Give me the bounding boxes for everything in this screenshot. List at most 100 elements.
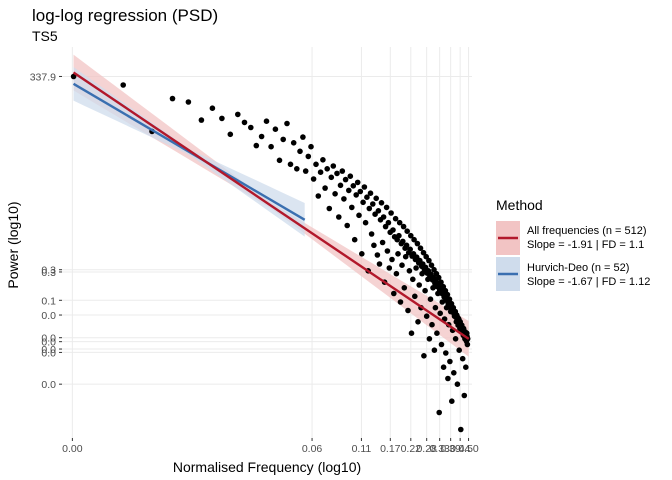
data-point [353, 192, 360, 198]
data-point [438, 279, 444, 286]
data-point [427, 296, 434, 303]
data-point [263, 118, 270, 124]
data-point [346, 187, 352, 194]
data-point [405, 307, 411, 314]
data-point [198, 117, 205, 123]
data-point [376, 261, 383, 267]
data-point [411, 236, 417, 243]
data-point [324, 166, 331, 172]
data-point [461, 392, 468, 399]
data-point [434, 330, 440, 337]
x-tick-label: 0.44 [450, 443, 471, 455]
data-point [339, 168, 346, 174]
data-point [420, 249, 427, 256]
data-point [258, 133, 265, 140]
data-point [456, 347, 463, 354]
data-point [423, 253, 430, 260]
data-point [421, 353, 427, 359]
data-point [444, 291, 451, 298]
x-tick-label: 0.06 [302, 443, 323, 455]
data-point [350, 183, 357, 189]
legend-label-line2: Slope = -1.91 | FD = 1.1 [527, 239, 644, 251]
y-tick-label: 0.0 [41, 333, 56, 345]
data-point [120, 82, 126, 88]
data-point [241, 119, 248, 126]
data-point [248, 124, 254, 131]
data-point [373, 195, 380, 202]
data-point [366, 205, 373, 212]
data-point [416, 282, 423, 288]
legend-label-line1: Hurvich-Deo (n = 52) [527, 262, 629, 274]
data-point [402, 253, 409, 260]
data-point [432, 304, 439, 311]
data-point [287, 161, 294, 168]
data-point [280, 136, 287, 143]
data-point [396, 232, 402, 239]
data-point [452, 336, 459, 342]
legend-item-all-frequencies: All frequencies (n = 512) Slope = -1.91 … [496, 221, 647, 255]
data-point [326, 205, 333, 212]
data-point [414, 240, 421, 247]
chart-title: log-log regression (PSD) [32, 6, 218, 25]
data-point [322, 185, 328, 191]
data-point [429, 321, 435, 328]
data-point [349, 204, 355, 211]
legend-label-line1: All frequencies (n = 512) [527, 225, 647, 237]
data-point [380, 214, 387, 220]
y-tick-label: 0.3 [41, 267, 56, 279]
data-point [392, 215, 399, 222]
data-point [328, 174, 335, 181]
y-tick-label: 0.0 [41, 337, 56, 349]
data-point [342, 176, 349, 183]
data-point [396, 219, 403, 226]
data-point [451, 370, 457, 376]
data-point [332, 191, 338, 197]
data-point [446, 296, 453, 303]
data-point [415, 319, 421, 325]
data-point [430, 285, 436, 291]
data-point [344, 222, 351, 229]
data-point [337, 182, 344, 189]
data-point [235, 111, 241, 118]
data-point [436, 409, 443, 416]
data-point [227, 131, 234, 138]
data-point [185, 99, 192, 105]
data-point [408, 330, 415, 337]
data-point [272, 126, 279, 132]
data-point [364, 194, 370, 200]
data-point [354, 179, 361, 186]
x-tick-label: 0.28 [416, 443, 437, 455]
data-point [437, 310, 444, 317]
data-point [253, 142, 260, 149]
data-point [445, 375, 451, 382]
data-point [315, 193, 322, 199]
legend: Method All frequencies (n = 512) Slope =… [496, 197, 650, 291]
data-point [407, 246, 414, 253]
data-point [417, 245, 424, 251]
x-tick-label: 0.22 [401, 443, 422, 455]
data-point [219, 115, 225, 122]
data-point [336, 214, 342, 220]
data-point [317, 169, 324, 175]
data-point [435, 274, 442, 281]
data-point [428, 262, 435, 269]
data-point [431, 347, 438, 354]
data-point [334, 170, 340, 177]
data-point [399, 262, 405, 269]
data-point [443, 350, 449, 356]
data-point [383, 204, 390, 211]
data-point [359, 251, 365, 257]
chart-subtitle: TS5 [32, 28, 58, 44]
data-point [357, 188, 364, 195]
y-tick-label: 0.0 [41, 347, 56, 359]
y-axis-title: Power (log10) [5, 201, 21, 288]
data-point [458, 426, 464, 433]
legend-title: Method [496, 197, 543, 213]
y-axis-ticks: 337.90.30.30.10.00.00.00.00.00.0 [30, 71, 62, 391]
data-point [463, 364, 469, 371]
data-point [400, 223, 407, 230]
y-tick-label: 0.1 [41, 295, 56, 307]
data-point [268, 143, 274, 150]
data-point [426, 257, 432, 264]
